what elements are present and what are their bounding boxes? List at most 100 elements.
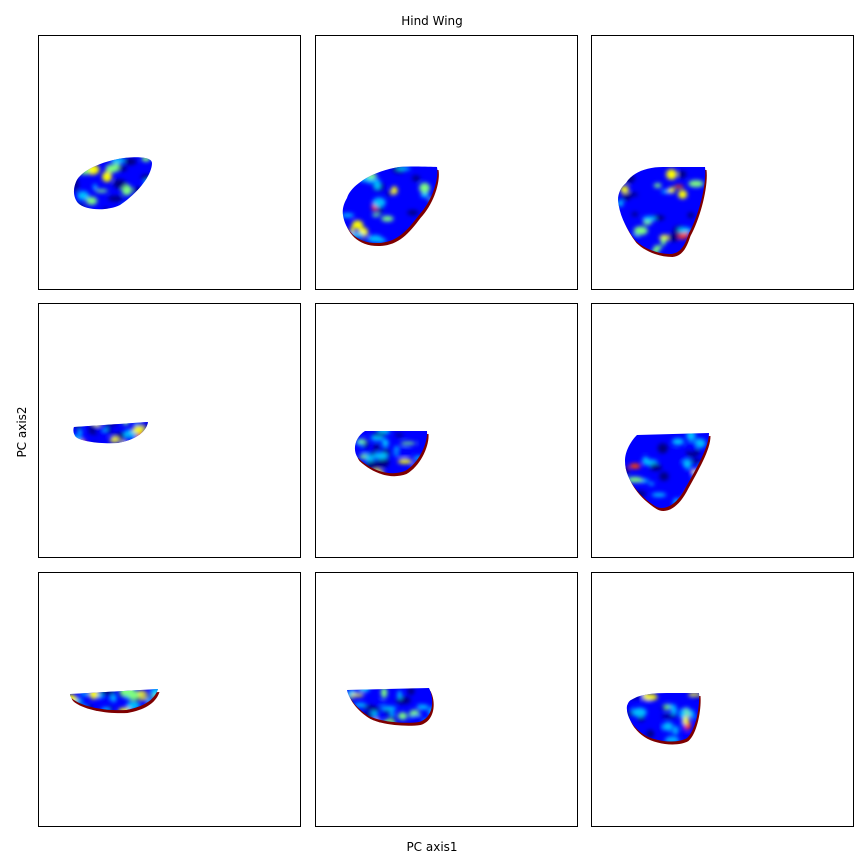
panel-frame	[591, 35, 854, 290]
heat-spot	[132, 426, 145, 434]
heat-spot	[642, 216, 657, 222]
heat-blobs	[73, 422, 148, 444]
heat-spot	[667, 233, 680, 242]
x-axis-label: PC axis1	[406, 840, 458, 854]
heat-spot	[141, 694, 150, 698]
heat-spot	[369, 708, 381, 712]
heat-spot	[618, 199, 624, 207]
heat-spot	[372, 213, 380, 217]
heat-spot	[666, 693, 672, 698]
heat-spot	[112, 432, 119, 438]
heat-spot	[673, 185, 684, 189]
heat-spot	[670, 705, 677, 715]
heat-spot	[111, 694, 117, 703]
heat-spot	[377, 457, 390, 468]
heat-spot	[417, 704, 430, 710]
heat-spot	[688, 180, 704, 188]
heat-spot	[77, 429, 83, 437]
heat-spot	[412, 175, 420, 182]
heat-spot	[395, 166, 411, 171]
heat-spot	[686, 441, 698, 452]
heat-spot	[118, 707, 131, 711]
heat-spot	[661, 705, 667, 710]
wing-shape	[342, 166, 438, 244]
heat-spot	[113, 179, 126, 189]
heat-spot	[687, 212, 694, 219]
heat-spot	[646, 729, 655, 738]
panel-r2c2	[315, 303, 578, 558]
heat-spot	[622, 192, 632, 201]
heat-spot	[77, 191, 89, 201]
heat-spot	[629, 463, 641, 469]
panel-r1c2	[315, 35, 578, 290]
heat-spot	[352, 220, 364, 230]
heat-spot	[350, 693, 364, 697]
heat-spot	[92, 184, 98, 190]
heat-spot	[86, 196, 98, 205]
panel-r1c3	[591, 35, 854, 290]
heat-spot	[342, 213, 355, 218]
heat-spot	[688, 709, 695, 719]
heat-spot	[105, 164, 119, 173]
heat-spot	[642, 456, 649, 466]
heat-spot	[354, 702, 367, 708]
heat-spot	[373, 444, 380, 451]
heat-spot	[653, 245, 663, 250]
heat-blobs	[626, 693, 700, 742]
heat-spot	[666, 737, 680, 742]
panel-frame	[591, 303, 854, 558]
heat-spot	[672, 438, 684, 446]
heat-spot	[627, 476, 643, 483]
heat-spot	[117, 431, 125, 442]
panel-r3c1	[38, 572, 301, 827]
heat-spot	[395, 447, 412, 458]
heat-spot	[657, 443, 668, 454]
heat-spot	[644, 693, 658, 701]
heat-spot	[672, 455, 688, 462]
heat-spot	[651, 492, 667, 497]
heat-spot	[121, 184, 132, 196]
heat-spot	[659, 472, 669, 481]
heat-spot	[102, 171, 112, 182]
heat-spot	[626, 705, 634, 713]
heat-spot	[407, 688, 415, 695]
heat-spot	[420, 192, 430, 198]
panel-frame	[591, 572, 854, 827]
heat-spot	[633, 226, 648, 236]
heat-spot	[690, 459, 702, 464]
heat-spot	[397, 459, 413, 464]
heat-spot	[650, 464, 662, 471]
heat-spot	[380, 688, 388, 699]
heat-spot	[384, 709, 390, 714]
panel-frame	[315, 35, 578, 290]
heat-spot	[109, 437, 121, 443]
heat-spot	[418, 441, 423, 446]
heat-spot	[375, 238, 387, 243]
heat-spot	[669, 448, 679, 455]
heat-spot	[95, 189, 108, 193]
heat-spot	[663, 722, 673, 731]
heat-spot	[679, 708, 687, 719]
heat-spot	[123, 158, 137, 166]
heat-spot	[379, 706, 393, 710]
heat-spot	[666, 169, 677, 180]
heat-spot	[373, 452, 389, 460]
heat-spot	[386, 190, 393, 196]
heat-spot	[391, 186, 398, 195]
heat-spot	[407, 209, 419, 216]
panel-r2c1	[38, 303, 301, 558]
heat-spot	[97, 430, 110, 436]
heat-spot	[668, 187, 675, 194]
heat-spot	[660, 237, 666, 246]
heat-spot	[361, 446, 372, 455]
heat-spot	[400, 441, 416, 445]
heat-spot	[419, 182, 430, 194]
heat-spot	[372, 432, 387, 437]
heat-spot	[410, 714, 424, 721]
heat-spot	[127, 690, 140, 700]
heat-spot	[632, 707, 647, 718]
heat-spot	[373, 180, 381, 191]
chart-title: Hind Wing	[401, 14, 463, 28]
heat-spot	[620, 185, 629, 193]
